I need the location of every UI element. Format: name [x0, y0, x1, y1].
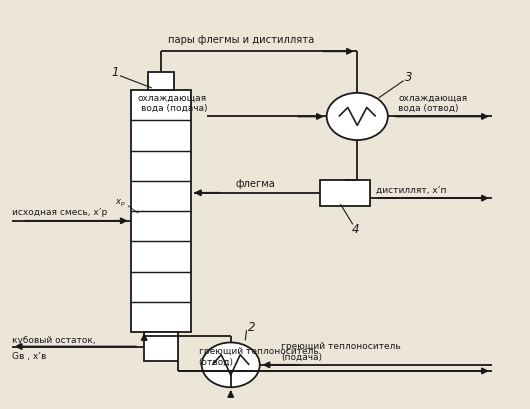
Text: греющий теплоноситель
(подача): греющий теплоноситель (подача) [281, 341, 401, 361]
Text: кубовый остаток,: кубовый остаток, [12, 336, 95, 345]
Text: 1: 1 [111, 66, 119, 79]
Text: дистиллят, x’п: дистиллят, x’п [376, 186, 446, 195]
Text: охлаждающая
вода (отвод): охлаждающая вода (отвод) [399, 93, 467, 113]
Text: исходная смесь, x’р: исходная смесь, x’р [12, 207, 107, 216]
Circle shape [202, 343, 260, 387]
Text: пары флегмы и дистиллята: пары флегмы и дистиллята [168, 35, 314, 45]
Text: 4: 4 [352, 222, 359, 235]
Text: флегма: флегма [236, 178, 276, 189]
Text: греющий теплоноситель
(отвод): греющий теплоноситель (отвод) [199, 346, 319, 366]
Bar [144, 333, 178, 361]
Text: Gв , x’в: Gв , x’в [12, 351, 46, 360]
Bar [130, 91, 191, 333]
Bar [320, 180, 370, 207]
Text: 2: 2 [248, 320, 255, 333]
Bar [148, 72, 174, 91]
Text: охлаждающая
вода (подача): охлаждающая вода (подача) [138, 93, 207, 113]
Text: 3: 3 [405, 71, 413, 84]
Circle shape [326, 94, 388, 141]
Text: $x_р$: $x_р$ [114, 198, 125, 209]
